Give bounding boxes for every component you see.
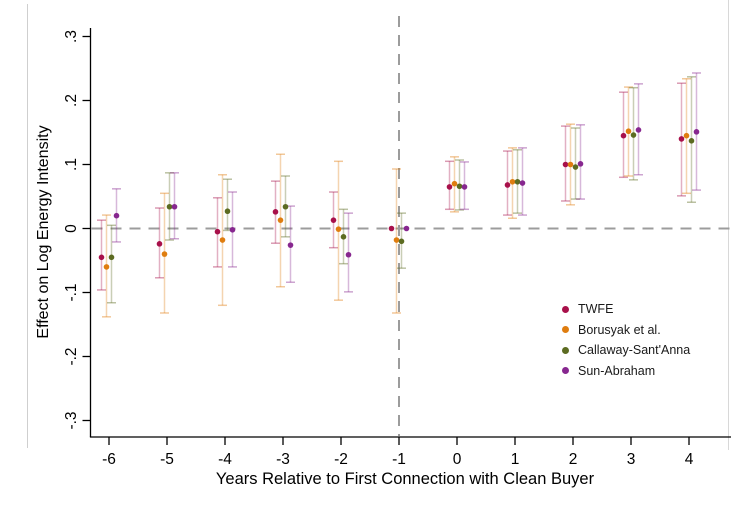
legend-item-callaway: Callaway-Sant'Anna <box>562 340 690 361</box>
marker-twfe <box>98 254 105 261</box>
marker-borusyak-et-al <box>451 180 458 187</box>
y-axis-title: Effect on Log Energy Intensity <box>35 125 52 339</box>
marker-callaway-sant-anna <box>630 132 637 138</box>
marker-borusyak-et-al <box>277 217 284 223</box>
legend-marker-twfe-icon <box>562 305 569 313</box>
marker-twfe <box>678 136 685 142</box>
x-tick-label: -6 <box>102 451 116 468</box>
marker-twfe <box>272 209 279 215</box>
marker-borusyak-et-al <box>567 161 574 168</box>
marker-sun-abraham <box>461 184 468 190</box>
marker-borusyak-et-al <box>509 178 516 185</box>
legend-label-borusyak: Borusyak et al. <box>578 322 661 337</box>
marker-callaway-sant-anna <box>340 234 347 240</box>
marker-sun-abraham <box>171 203 178 210</box>
marker-twfe <box>156 241 163 247</box>
x-tick-label: 3 <box>627 451 636 468</box>
legend-item-borusyak: Borusyak et al. <box>562 320 690 341</box>
marker-twfe <box>562 161 569 168</box>
x-tick-label: 0 <box>453 451 462 468</box>
x-tick-label: -2 <box>334 451 348 468</box>
marker-borusyak-et-al <box>335 226 342 232</box>
x-tick-label: -1 <box>392 451 406 468</box>
marker-borusyak-et-al <box>103 264 110 270</box>
legend-marker-sun-abraham-icon <box>562 367 569 375</box>
marker-sun-abraham <box>403 225 410 232</box>
page-border-left <box>27 4 28 448</box>
marker-twfe <box>504 182 511 188</box>
marker-callaway-sant-anna <box>398 238 405 245</box>
marker-twfe <box>620 132 627 139</box>
marker-borusyak-et-al <box>219 237 226 243</box>
legend: TWFE Borusyak et al. Callaway-Sant'Anna … <box>562 299 690 381</box>
marker-sun-abraham <box>577 161 584 167</box>
x-tick-label: -4 <box>218 451 232 468</box>
marker-twfe <box>330 217 337 223</box>
y-tick-label: .1 <box>63 158 80 171</box>
marker-borusyak-et-al <box>683 132 690 139</box>
marker-borusyak-et-al <box>161 251 168 257</box>
marker-sun-abraham <box>693 129 700 135</box>
marker-twfe <box>446 184 453 190</box>
y-tick-label: .2 <box>63 94 80 107</box>
legend-label-callaway: Callaway-Sant'Anna <box>578 343 691 358</box>
y-tick-label: .3 <box>63 30 80 43</box>
x-tick-label: 4 <box>685 451 694 468</box>
y-tick-label: -.1 <box>63 283 80 301</box>
legend-item-sun-abraham: Sun-Abraham <box>562 361 690 382</box>
marker-borusyak-et-al <box>625 128 632 135</box>
x-axis-title: Years Relative to First Connection with … <box>215 470 595 488</box>
marker-twfe <box>388 225 395 232</box>
legend-label-sun-abraham: Sun-Abraham <box>578 363 656 378</box>
marker-callaway-sant-anna <box>514 178 521 185</box>
marker-sun-abraham <box>113 212 120 219</box>
marker-sun-abraham <box>345 251 352 258</box>
legend-marker-borusyak-icon <box>562 326 569 334</box>
marker-callaway-sant-anna <box>456 183 463 190</box>
x-tick-label: 1 <box>511 451 520 468</box>
legend-marker-callaway-icon <box>562 346 569 354</box>
marker-sun-abraham <box>519 180 526 186</box>
x-tick-label: -5 <box>160 451 174 468</box>
marker-callaway-sant-anna <box>572 164 579 170</box>
marker-sun-abraham <box>635 127 642 133</box>
y-tick-label: 0 <box>63 224 80 233</box>
x-tick-label: -3 <box>276 451 290 468</box>
marker-callaway-sant-anna <box>688 138 695 144</box>
marker-sun-abraham <box>287 242 294 248</box>
legend-label-twfe: TWFE <box>578 302 614 317</box>
marker-callaway-sant-anna <box>282 203 289 210</box>
y-tick-label: -.3 <box>63 411 80 429</box>
marker-sun-abraham <box>229 226 236 233</box>
x-tick-label: 2 <box>569 451 578 468</box>
y-tick-label: -.2 <box>63 347 80 365</box>
legend-item-twfe: TWFE <box>562 299 690 320</box>
page-border-right <box>728 0 729 450</box>
marker-callaway-sant-anna <box>224 208 231 215</box>
marker-callaway-sant-anna <box>166 203 173 210</box>
marker-twfe <box>214 228 221 235</box>
marker-borusyak-et-al <box>393 237 400 243</box>
marker-callaway-sant-anna <box>108 254 115 261</box>
